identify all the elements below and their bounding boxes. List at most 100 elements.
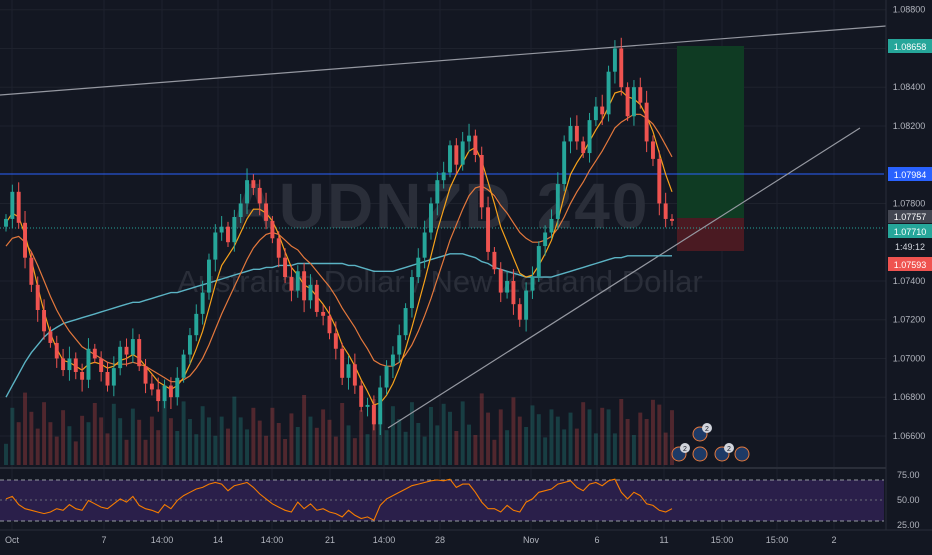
candle-body [156,389,161,402]
candle-body [568,125,573,142]
candle-body [460,141,465,165]
candle-body [257,187,262,204]
economic-events[interactable]: 2 2 2 [671,423,750,462]
candle-body [35,284,40,310]
rsi-tick-label: 50.00 [897,495,920,505]
volume-bar [289,413,294,465]
candle-body [187,335,192,355]
time-axis-label: Nov [523,535,540,545]
candle-body [505,280,510,293]
volume-bar [352,438,357,465]
target-price-text: 1.08658 [894,42,927,52]
event-flag-icon[interactable] [734,446,750,462]
candle-body [562,141,567,185]
event-count-text: 2 [705,426,709,433]
volume-bar [606,409,611,465]
volume-bar [207,417,211,465]
volume-bar [35,428,40,465]
candle-body [397,335,402,355]
candle-body [352,364,357,386]
candle-body [670,218,674,221]
support-trend-line[interactable] [387,127,861,429]
volume-bar [295,427,300,465]
candle-body [124,346,129,355]
price-tick-label: 1.06600 [893,431,926,441]
volume-bar [105,433,110,465]
candle-body [194,313,199,336]
volume-bar [327,419,332,465]
volume-bar [486,412,491,465]
volume-bar [194,434,199,465]
volume-bar [156,430,161,465]
volume-bar [219,416,224,465]
rsi-tick-label: 25.00 [897,520,920,530]
candle-body [10,191,15,219]
candle-body [302,271,307,301]
candle-body [403,308,408,336]
candle-body [61,358,66,371]
event-flag-icon[interactable] [692,446,708,462]
candle-body [314,284,319,312]
volume-bar [333,436,338,465]
volume-bar [4,443,8,465]
price-tick-label: 1.07400 [893,276,926,286]
candle-body [270,220,275,239]
candle-body [581,141,586,154]
event-count-badge [702,423,712,433]
candle-body [289,277,294,291]
volume-bar [619,399,624,465]
candle-body [543,232,548,247]
candle-body [549,218,554,233]
volume-bar [73,441,78,465]
target-zone [677,46,744,218]
volume-bar [511,397,516,465]
volume-bar [168,418,173,465]
candle-body [29,257,34,285]
candle-body [99,358,104,372]
time-axis-label: 2 [831,535,836,545]
volume-bar [670,410,674,465]
event-count-text: 2 [683,446,687,453]
volume-bar [130,408,135,465]
volume-bar [187,419,192,465]
candle-body [663,203,668,219]
volume-bar [276,423,281,465]
candle-body [511,280,516,305]
volume-bar [245,429,249,465]
volume-bar [581,402,586,465]
candle-body [175,377,180,398]
upper-trend-line[interactable] [0,25,887,96]
price-tick-label: 1.07800 [893,198,926,208]
grid [0,0,886,530]
candle-body [105,372,110,386]
candle-body [631,87,636,117]
candle-body [517,304,522,320]
candle-body [207,259,211,293]
price-tags: 1.08658 1.07984 1.07757 1.07710 1:49:12 … [888,39,932,271]
time-axis[interactable]: Oct 7 14:00 14 14:00 21 14:00 28 Nov 6 11 15:00 15:0… [0,529,932,550]
candle-body [149,383,154,390]
event-count-badge [680,443,690,453]
candle-body [473,135,478,155]
volume-bar [397,419,402,465]
candle-body [467,135,471,142]
price-tick-label: 1.07200 [893,315,926,325]
candle-body [181,354,186,378]
candle-body [524,290,529,320]
candle-body [448,145,452,173]
candle-body [486,207,491,252]
volume-bar [536,414,541,465]
long-position-tool[interactable] [677,46,744,251]
candle-body [365,404,370,407]
volume-bar [270,407,275,465]
rsi-line [5,478,673,521]
volume-bar [118,418,123,465]
candle-body [264,203,269,221]
time-axis-label: 6 [594,535,599,545]
candle-body [251,180,256,188]
volume-bar [429,407,433,465]
volume-bar [378,407,383,465]
candle-body [638,87,643,103]
time-axis-label: 15:00 [711,535,734,545]
